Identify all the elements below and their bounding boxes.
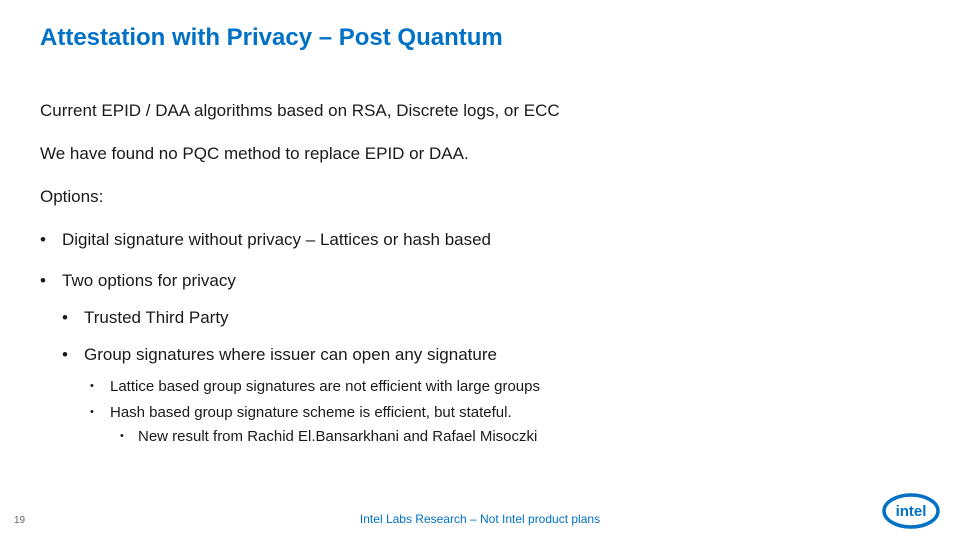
bullet-item: Hash based group signature scheme is eff… — [84, 403, 920, 448]
bullet-item: Trusted Third Party — [62, 307, 920, 330]
bullet-text: Hash based group signature scheme is eff… — [110, 404, 512, 421]
bullet-item: Two options for privacy Trusted Third Pa… — [40, 270, 920, 448]
slide-title: Attestation with Privacy – Post Quantum — [40, 24, 503, 52]
paragraph: We have found no PQC method to replace E… — [40, 143, 920, 166]
paragraph: Options: — [40, 186, 920, 209]
bullet-list-level1: Digital signature without privacy – Latt… — [40, 229, 920, 448]
bullet-item: Digital signature without privacy – Latt… — [40, 229, 920, 252]
svg-text:intel: intel — [896, 503, 927, 520]
bullet-text: Two options for privacy — [62, 271, 236, 290]
bullet-list-level3: Lattice based group signatures are not e… — [84, 377, 920, 448]
bullet-text: Group signatures where issuer can open a… — [84, 345, 497, 364]
bullet-item: New result from Rachid El.Bansarkhani an… — [110, 427, 920, 447]
bullet-text: Trusted Third Party — [84, 308, 229, 327]
bullet-item: Lattice based group signatures are not e… — [84, 377, 920, 397]
bullet-text: New result from Rachid El.Bansarkhani an… — [138, 428, 537, 445]
slide: Attestation with Privacy – Post Quantum … — [0, 0, 960, 540]
bullet-list-level4: New result from Rachid El.Bansarkhani an… — [110, 427, 920, 447]
bullet-text: Lattice based group signatures are not e… — [110, 378, 540, 395]
bullet-item: Group signatures where issuer can open a… — [62, 344, 920, 448]
bullet-text: Digital signature without privacy – Latt… — [62, 230, 491, 249]
footer-text: Intel Labs Research – Not Intel product … — [0, 512, 960, 526]
intel-logo-icon: intel — [882, 492, 940, 530]
slide-body: Current EPID / DAA algorithms based on R… — [40, 100, 920, 465]
bullet-list-level2: Trusted Third Party Group signatures whe… — [62, 307, 920, 448]
paragraph: Current EPID / DAA algorithms based on R… — [40, 100, 920, 123]
